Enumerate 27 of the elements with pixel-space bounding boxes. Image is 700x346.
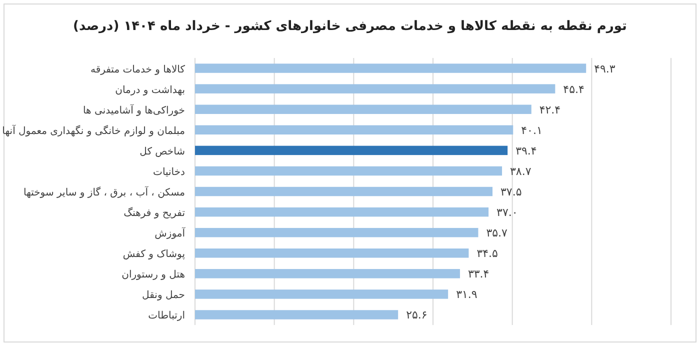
- category-label: مسکن ، آب ، برق ، گاز و سایر سوختها: [23, 188, 185, 198]
- category-label: خوراکی‌ها و آشامیدنی ها: [82, 105, 185, 116]
- category-label: هتل و رستوران: [122, 270, 185, 281]
- value-label: ۳۱.۹: [456, 288, 478, 302]
- value-label: ۳۳.۴: [468, 268, 490, 281]
- category-label: تفریح و فرهنگ: [124, 208, 185, 220]
- value-label: ۲۵.۶: [406, 308, 428, 322]
- category-label: پوشاک و کفش: [122, 249, 185, 260]
- category-label: کالاها و خدمات متفرقه: [90, 64, 185, 76]
- value-label: ۴۵.۴: [563, 82, 584, 96]
- value-label: ۴۹.۳: [594, 62, 616, 76]
- category-label: دخانیات: [153, 166, 185, 178]
- value-label: ۴۲.۴: [539, 103, 561, 116]
- category-label: ارتباطات: [148, 310, 185, 322]
- value-label: ۳۹.۴: [516, 144, 537, 158]
- value-label: ۴۰.۱: [521, 124, 542, 137]
- value-label: ۳۷.۰: [496, 206, 518, 220]
- title: تورم نقطه به نقطه کالاها و خدمات مصرفی خانوارهای کشور - خرداد ماه ۱۴۰۴ (درصد): [73, 19, 627, 34]
- category-label: شاخص کل: [140, 146, 185, 158]
- value-label: ۳۵.۷: [486, 226, 508, 240]
- category-label: حمل ونقل: [142, 290, 185, 302]
- value-label: ۳۸.۷: [510, 164, 532, 178]
- category-label: آموزش: [154, 228, 185, 240]
- category-label: مبلمان و لوازم خانگی و نگهداری معمول آنها: [2, 126, 185, 137]
- value-label: ۳۷.۵: [500, 186, 522, 198]
- category-label: بهداشت و درمان: [115, 84, 185, 96]
- value-label: ۳۴.۵: [476, 247, 498, 260]
